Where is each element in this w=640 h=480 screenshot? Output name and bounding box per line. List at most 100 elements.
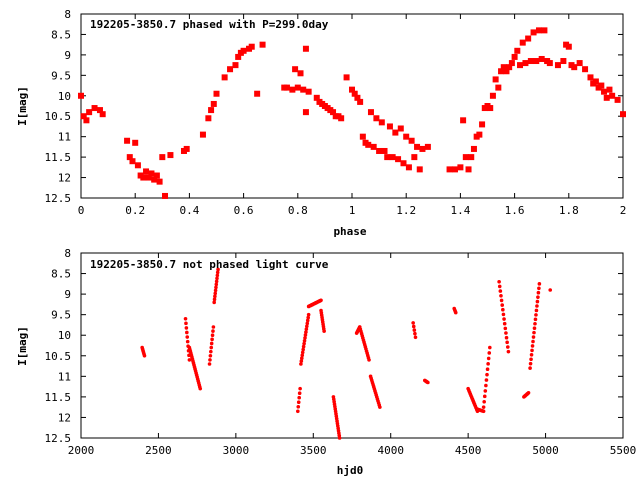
raw-data-point: [306, 312, 311, 317]
raw-data-point: [411, 321, 415, 325]
raw-data-point: [537, 282, 542, 286]
phased-data-point: [80, 113, 87, 120]
raw-data-point: [185, 339, 190, 344]
phased-data-point: [208, 107, 215, 114]
raw-data-point: [481, 409, 486, 414]
raw-data-point: [214, 285, 218, 290]
phased-data-point: [162, 192, 169, 199]
phased-data-point: [525, 35, 532, 42]
phased-data-point: [535, 27, 542, 34]
phased-data-point: [99, 111, 106, 118]
raw-data-point: [300, 356, 304, 360]
phased-data-point: [514, 47, 521, 54]
raw-data-point: [209, 341, 214, 346]
phased-data-point: [592, 78, 599, 85]
raw-data-point: [211, 325, 216, 329]
phased-data-point: [408, 137, 415, 144]
raw-axis-ticks: 2000 2500 3000 3500 4000 4500 5000 5500 8 8.5 9 9.5…: [45, 247, 637, 457]
phased-data-point: [351, 90, 358, 97]
phased-data-point: [392, 129, 399, 136]
raw-data-point: [305, 324, 309, 329]
phased-data-point: [386, 123, 393, 130]
raw-data-point: [367, 358, 371, 362]
phased-data-point: [587, 74, 594, 81]
phased-data-point: [354, 94, 361, 101]
raw-data-point: [411, 324, 416, 329]
raw-data-point: [305, 318, 310, 323]
phased-data-point: [199, 131, 206, 138]
phased-data-point: [159, 154, 166, 161]
phased-data-point: [283, 84, 290, 91]
raw-data-point: [501, 307, 505, 312]
raw-data-point: [484, 383, 488, 388]
raw-data-point: [212, 297, 217, 302]
raw-data-point: [183, 316, 188, 321]
raw-data-point: [535, 299, 540, 304]
raw-data-point: [482, 399, 486, 404]
phased-data-point: [359, 133, 366, 140]
raw-y-tick-label: 11: [58, 370, 71, 383]
phased-data-point: [367, 109, 374, 116]
phased-data-point: [300, 86, 307, 93]
raw-data-point: [413, 335, 418, 340]
raw-data-point: [532, 326, 537, 330]
raw-data-point: [504, 335, 509, 340]
phased-data-point: [302, 45, 309, 52]
raw-data-point: [529, 353, 534, 357]
raw-data-point: [301, 347, 305, 352]
raw-data-point: [497, 284, 502, 289]
phased-data-point: [96, 107, 103, 114]
phased-data-point: [132, 139, 139, 146]
raw-data-point: [213, 294, 217, 299]
raw-data-point: [528, 361, 533, 366]
phased-data-point: [357, 98, 364, 105]
raw-data-point: [531, 335, 536, 339]
phased-data-point: [370, 143, 377, 150]
phased-data-point: [91, 105, 98, 112]
raw-data-point: [502, 317, 506, 321]
phased-data-point: [381, 147, 388, 154]
phased-data-point: [145, 174, 152, 181]
phased-data-point: [151, 176, 158, 183]
raw-y-axis-label: I[mag]: [16, 326, 29, 366]
raw-data-point: [536, 290, 541, 295]
phased-data-point: [517, 62, 524, 69]
raw-data-point: [497, 279, 501, 284]
raw-data-point: [212, 300, 216, 305]
raw-data-point: [215, 270, 220, 275]
raw-data-point: [299, 362, 303, 366]
phased-x-tick-label: 1: [349, 204, 356, 217]
raw-data-point: [531, 339, 535, 344]
raw-data-point: [533, 321, 537, 326]
phased-data-point: [365, 141, 372, 148]
raw-y-tick-label: 9: [64, 288, 71, 301]
raw-data-point: [210, 333, 215, 338]
phased-data-point: [511, 53, 518, 60]
phased-data-point: [492, 76, 499, 83]
phased-y-tick-label: 11.5: [45, 151, 72, 164]
raw-data-point: [481, 405, 486, 409]
phased-y-tick-label: 9: [64, 49, 71, 62]
phased-data-point: [289, 86, 296, 93]
phased-data-point: [506, 64, 513, 71]
phased-data-point: [235, 53, 242, 60]
raw-data-point: [306, 315, 310, 320]
phased-y-axis-label: I[mag]: [16, 86, 29, 126]
phased-data-point: [378, 119, 385, 126]
phased-data-point: [614, 96, 621, 103]
phased-data-point: [468, 154, 475, 161]
phased-y-tick-label: 8.5: [51, 28, 71, 41]
raw-data-point: [528, 366, 532, 370]
raw-data-point: [413, 331, 417, 336]
raw-data-point: [488, 345, 492, 350]
raw-data-point: [215, 273, 220, 278]
phased-data-point: [522, 60, 529, 67]
phased-y-tick-label: 12: [58, 172, 71, 185]
raw-data-point: [303, 336, 307, 340]
phased-chart: 0 0.2 0.4 0.6 0.8 1 1.2 1.4 1.6 1.8 2 8 8.5 9 9.5 10 10.…: [16, 8, 626, 238]
phased-data-point: [397, 125, 404, 132]
raw-data-points: [140, 267, 553, 440]
phased-data-point: [582, 66, 589, 73]
raw-data-point: [499, 298, 504, 303]
phased-data-point: [313, 94, 320, 101]
